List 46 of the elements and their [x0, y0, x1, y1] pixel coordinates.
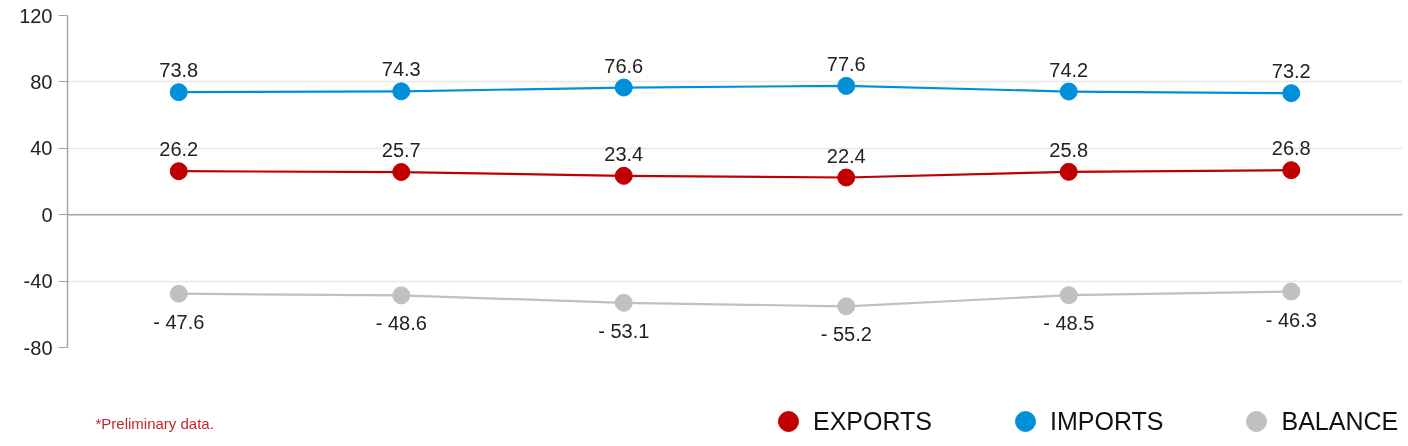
y-tick-label: 0: [41, 203, 53, 226]
data-label: 73.8: [159, 59, 199, 82]
data-label: - 48.6: [375, 312, 427, 335]
data-label: 74.3: [381, 58, 421, 81]
data-label: 26.2: [159, 138, 199, 161]
data-label: - 53.1: [598, 319, 650, 342]
point: [1282, 282, 1301, 301]
data-label: 76.6: [604, 54, 644, 77]
point: [1059, 162, 1078, 181]
point: [392, 82, 411, 101]
y-tick-label: -80: [23, 336, 53, 359]
data-label: - 55.2: [820, 323, 872, 346]
point: [169, 83, 188, 102]
y-tick-label: 40: [30, 137, 53, 160]
point: [614, 78, 633, 97]
data-label: 77.6: [826, 52, 866, 75]
data-label: 25.8: [1049, 138, 1089, 161]
legend-label: BALANCE: [1281, 406, 1399, 436]
legend-label: IMPORTS: [1050, 406, 1164, 436]
y-tick-label: -40: [23, 270, 53, 293]
data-label: 22.4: [826, 144, 866, 167]
data-label: 26.8: [1271, 137, 1311, 160]
point: [837, 76, 856, 95]
point: [169, 162, 188, 181]
point: [614, 166, 633, 185]
data-label: - 46.3: [1265, 308, 1317, 331]
data-label: 74.2: [1049, 58, 1089, 81]
data-label: - 48.5: [1043, 312, 1095, 335]
point: [169, 284, 188, 303]
y-tick-label: 120: [19, 4, 53, 27]
point: [392, 286, 411, 305]
legend-label: EXPORTS: [813, 406, 933, 436]
text: *Preliminary data.: [95, 415, 214, 432]
data-label: 23.4: [604, 142, 644, 165]
point: [614, 293, 633, 312]
data-label: - 47.6: [153, 310, 205, 333]
y-tick-label: 80: [30, 70, 53, 93]
point: [392, 163, 411, 182]
point: [1282, 84, 1301, 103]
data-label: 25.7: [381, 139, 421, 162]
point: [1059, 286, 1078, 305]
point: [1059, 82, 1078, 101]
point: [837, 297, 856, 316]
point: [837, 168, 856, 187]
point: [1282, 161, 1301, 180]
data-label: 73.2: [1271, 60, 1311, 83]
